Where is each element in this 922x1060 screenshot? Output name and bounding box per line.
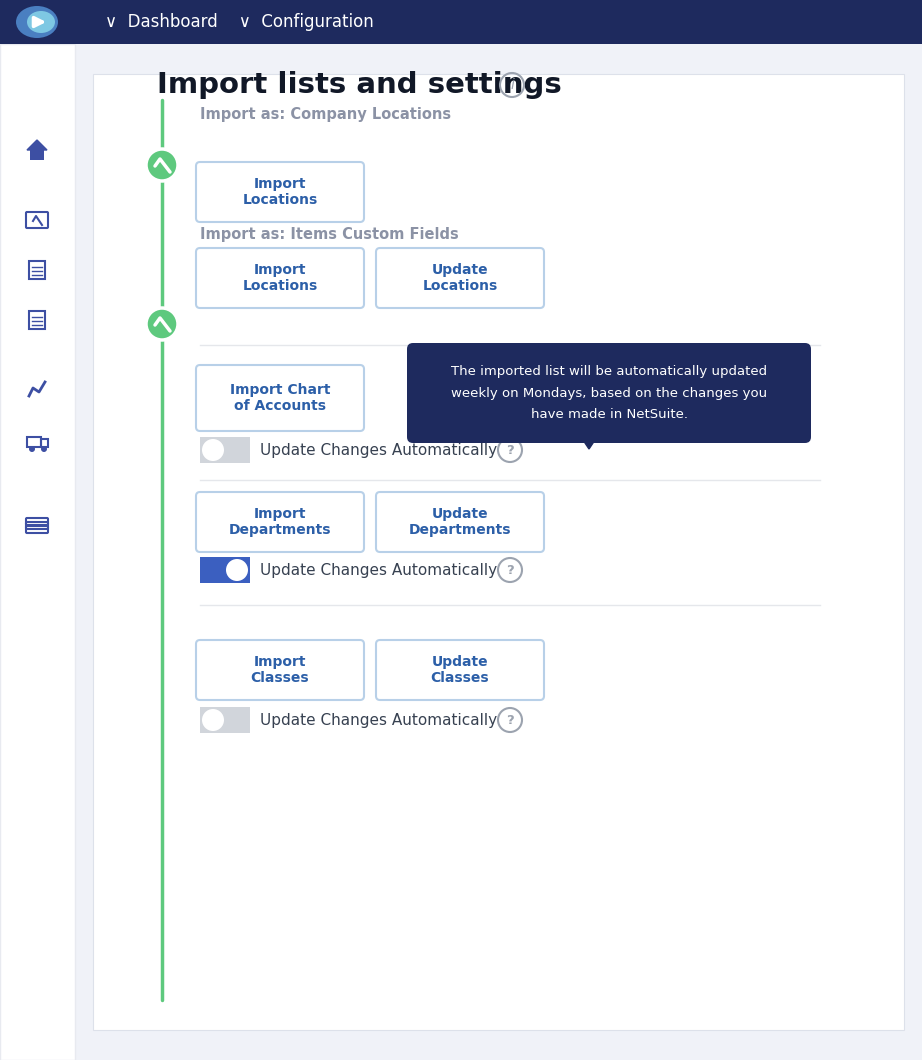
FancyBboxPatch shape	[196, 248, 364, 308]
Text: Update
Classes: Update Classes	[431, 655, 490, 685]
Text: Update Changes Automatically: Update Changes Automatically	[260, 442, 497, 458]
Text: Import as: Company Locations: Import as: Company Locations	[200, 107, 451, 123]
Text: Update Changes Automatically: Update Changes Automatically	[260, 563, 497, 578]
Text: Import
Locations: Import Locations	[242, 177, 317, 207]
Circle shape	[202, 709, 224, 731]
FancyBboxPatch shape	[75, 45, 922, 1060]
FancyBboxPatch shape	[0, 0, 922, 45]
Text: i: i	[510, 78, 514, 92]
FancyBboxPatch shape	[196, 640, 364, 700]
FancyBboxPatch shape	[93, 74, 904, 1030]
FancyBboxPatch shape	[200, 437, 250, 463]
FancyBboxPatch shape	[407, 343, 811, 443]
Text: have made in NetSuite.: have made in NetSuite.	[530, 408, 688, 422]
Circle shape	[41, 446, 47, 452]
FancyBboxPatch shape	[196, 162, 364, 222]
Text: weekly on Mondays, based on the changes you: weekly on Mondays, based on the changes …	[451, 387, 767, 400]
Text: Import lists and settings: Import lists and settings	[157, 71, 561, 99]
Text: Update
Locations: Update Locations	[422, 263, 498, 294]
Polygon shape	[27, 140, 47, 151]
FancyBboxPatch shape	[30, 151, 44, 160]
Text: Update Changes Automatically: Update Changes Automatically	[260, 712, 497, 727]
FancyBboxPatch shape	[196, 492, 364, 552]
Text: ?: ?	[506, 564, 514, 577]
Text: Import
Classes: Import Classes	[251, 655, 309, 685]
Circle shape	[146, 149, 178, 181]
Circle shape	[226, 559, 248, 581]
FancyBboxPatch shape	[196, 365, 364, 431]
Circle shape	[202, 439, 224, 461]
Text: Update
Departments: Update Departments	[408, 507, 512, 537]
Ellipse shape	[27, 11, 55, 33]
Ellipse shape	[16, 6, 58, 38]
Text: Import as: Items Custom Fields: Import as: Items Custom Fields	[200, 228, 459, 243]
Text: Import Chart
of Accounts: Import Chart of Accounts	[230, 383, 330, 413]
Text: Import
Departments: Import Departments	[229, 507, 331, 537]
FancyBboxPatch shape	[0, 45, 75, 1060]
Text: The imported list will be automatically updated: The imported list will be automatically …	[451, 365, 767, 377]
Polygon shape	[581, 437, 597, 449]
FancyBboxPatch shape	[376, 640, 544, 700]
FancyBboxPatch shape	[200, 556, 250, 583]
Circle shape	[146, 308, 178, 340]
FancyBboxPatch shape	[376, 248, 544, 308]
Circle shape	[29, 446, 35, 452]
Text: Import
Locations: Import Locations	[242, 263, 317, 294]
FancyBboxPatch shape	[200, 707, 250, 734]
FancyBboxPatch shape	[376, 492, 544, 552]
Text: ∨  Dashboard    ∨  Configuration: ∨ Dashboard ∨ Configuration	[105, 13, 373, 31]
Text: ?: ?	[506, 713, 514, 726]
Text: ?: ?	[506, 443, 514, 457]
